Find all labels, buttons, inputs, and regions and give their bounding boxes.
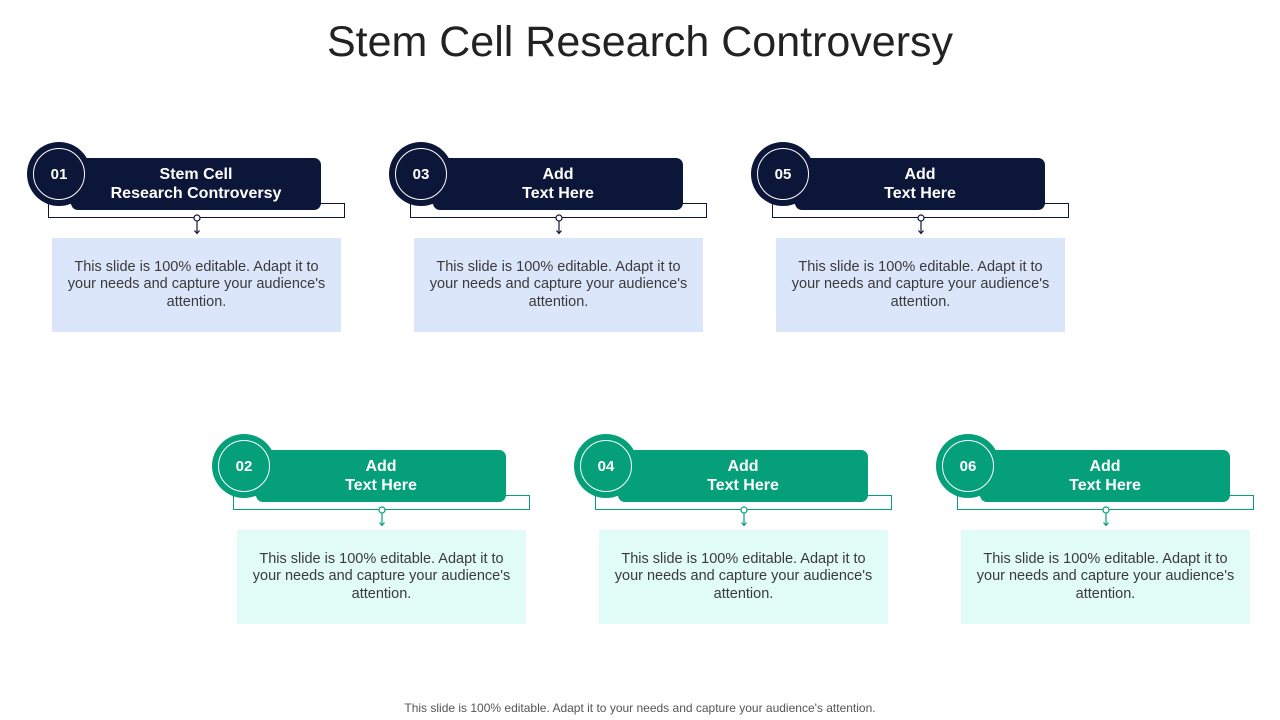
connector-arrow-icon: [1102, 506, 1110, 527]
step-number: 05: [757, 148, 809, 200]
step-description: This slide is 100% editable. Adapt it to…: [961, 530, 1250, 624]
connector-arrow-icon: [740, 506, 748, 527]
connector-arrow-icon: [193, 214, 201, 235]
step-description: This slide is 100% editable. Adapt it to…: [237, 530, 526, 624]
number-badge: 04: [574, 434, 638, 498]
step-card-02: Add Text Here 02 This slide is 100% edit…: [212, 434, 532, 624]
step-card-03: Add Text Here 03 This slide is 100% edit…: [389, 142, 709, 332]
step-number: 03: [395, 148, 447, 200]
step-number: 01: [33, 148, 85, 200]
step-description: This slide is 100% editable. Adapt it to…: [414, 238, 703, 332]
number-badge: 03: [389, 142, 453, 206]
number-badge: 05: [751, 142, 815, 206]
step-number: 04: [580, 440, 632, 492]
step-heading: Add Text Here: [795, 158, 1045, 210]
slide-footer-note: This slide is 100% editable. Adapt it to…: [404, 701, 876, 715]
slide-title: Stem Cell Research Controversy: [326, 18, 954, 66]
step-heading: Add Text Here: [980, 450, 1230, 502]
number-badge: 01: [27, 142, 91, 206]
connector-arrow-icon: [917, 214, 925, 235]
step-number: 06: [942, 440, 994, 492]
step-card-01: Stem Cell Research Controversy 01 This s…: [27, 142, 347, 332]
step-number: 02: [218, 440, 270, 492]
connector-arrow-icon: [555, 214, 563, 235]
step-card-05: Add Text Here 05 This slide is 100% edit…: [751, 142, 1071, 332]
step-description: This slide is 100% editable. Adapt it to…: [599, 530, 888, 624]
step-card-06: Add Text Here 06 This slide is 100% edit…: [936, 434, 1256, 624]
number-badge: 02: [212, 434, 276, 498]
number-badge: 06: [936, 434, 1000, 498]
step-description: This slide is 100% editable. Adapt it to…: [52, 238, 341, 332]
connector-arrow-icon: [378, 506, 386, 527]
step-heading: Stem Cell Research Controversy: [71, 158, 321, 210]
step-heading: Add Text Here: [256, 450, 506, 502]
step-description: This slide is 100% editable. Adapt it to…: [776, 238, 1065, 332]
step-card-04: Add Text Here 04 This slide is 100% edit…: [574, 434, 894, 624]
step-heading: Add Text Here: [433, 158, 683, 210]
step-heading: Add Text Here: [618, 450, 868, 502]
